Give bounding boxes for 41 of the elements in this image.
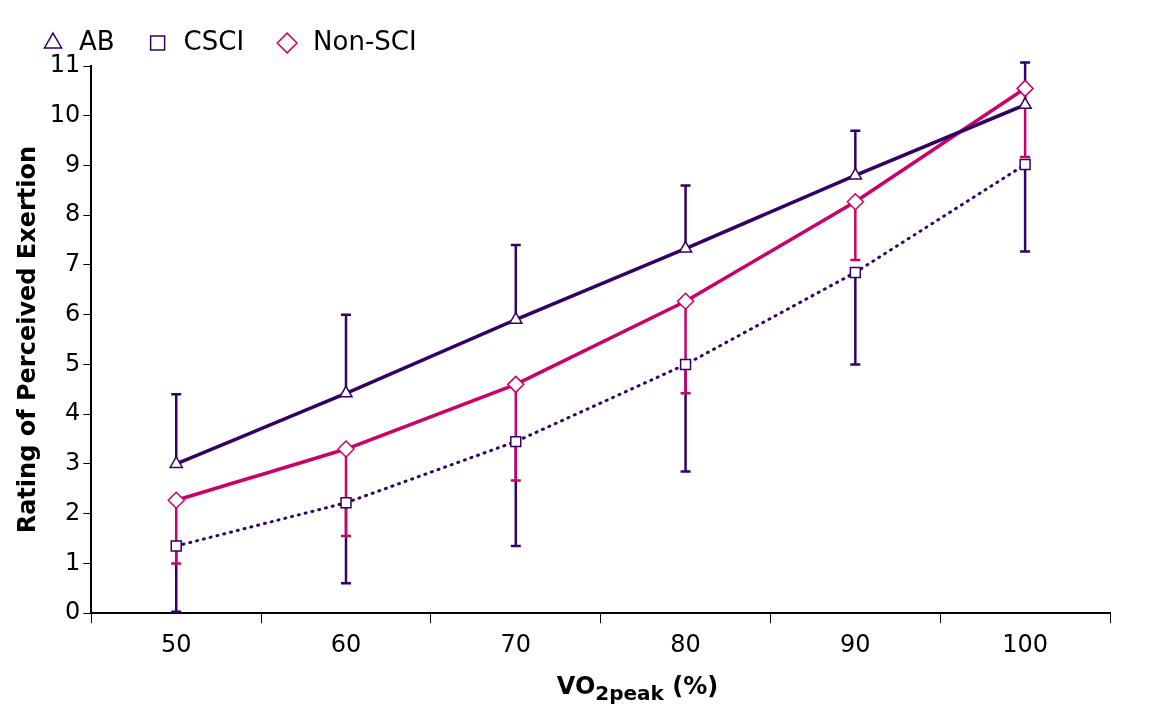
y-tick-label: 0 [65,597,81,626]
point [339,385,353,398]
x-tick-label: 50 [160,629,192,658]
point [508,311,523,324]
point [507,375,525,394]
point [337,440,355,458]
y-tick-label: 11 [49,50,81,79]
point [678,240,693,253]
legend-label: AB [79,25,115,56]
y-tick-label: 8 [65,199,81,228]
point [340,497,352,509]
legend-label: CSCI [183,25,245,56]
legend-label: Non-SCI [313,25,417,56]
point [1019,158,1031,171]
y-tick-label: 9 [65,149,81,178]
point [510,435,522,448]
point [679,358,692,371]
y-axis-title: Rating of Perceived Exertion [12,145,41,534]
y-tick-label: 1 [65,547,81,576]
x-tick-label: 60 [330,629,362,658]
point [169,456,184,469]
point [846,193,865,211]
point [167,491,185,510]
y-tick-label: 3 [65,448,81,477]
point [676,292,695,311]
x-tick-label: 80 [670,629,701,658]
y-tick-label: 7 [65,249,81,278]
point [170,540,182,552]
x-tick-label: 70 [500,629,532,658]
y-tick-label: 4 [65,398,81,427]
x-axis-title: VO$_{2peak}$ (%) [555,672,720,705]
x-tick-label: 100 [1002,629,1049,658]
y-tick-label: 10 [49,99,81,128]
y-tick-label: 5 [65,348,81,377]
point [1016,79,1034,98]
point [849,266,862,279]
x-tick-label: 90 [840,629,871,658]
y-tick-label: 2 [65,497,81,526]
point [1018,97,1032,110]
y-tick-label: 6 [65,298,81,327]
point [848,167,863,180]
